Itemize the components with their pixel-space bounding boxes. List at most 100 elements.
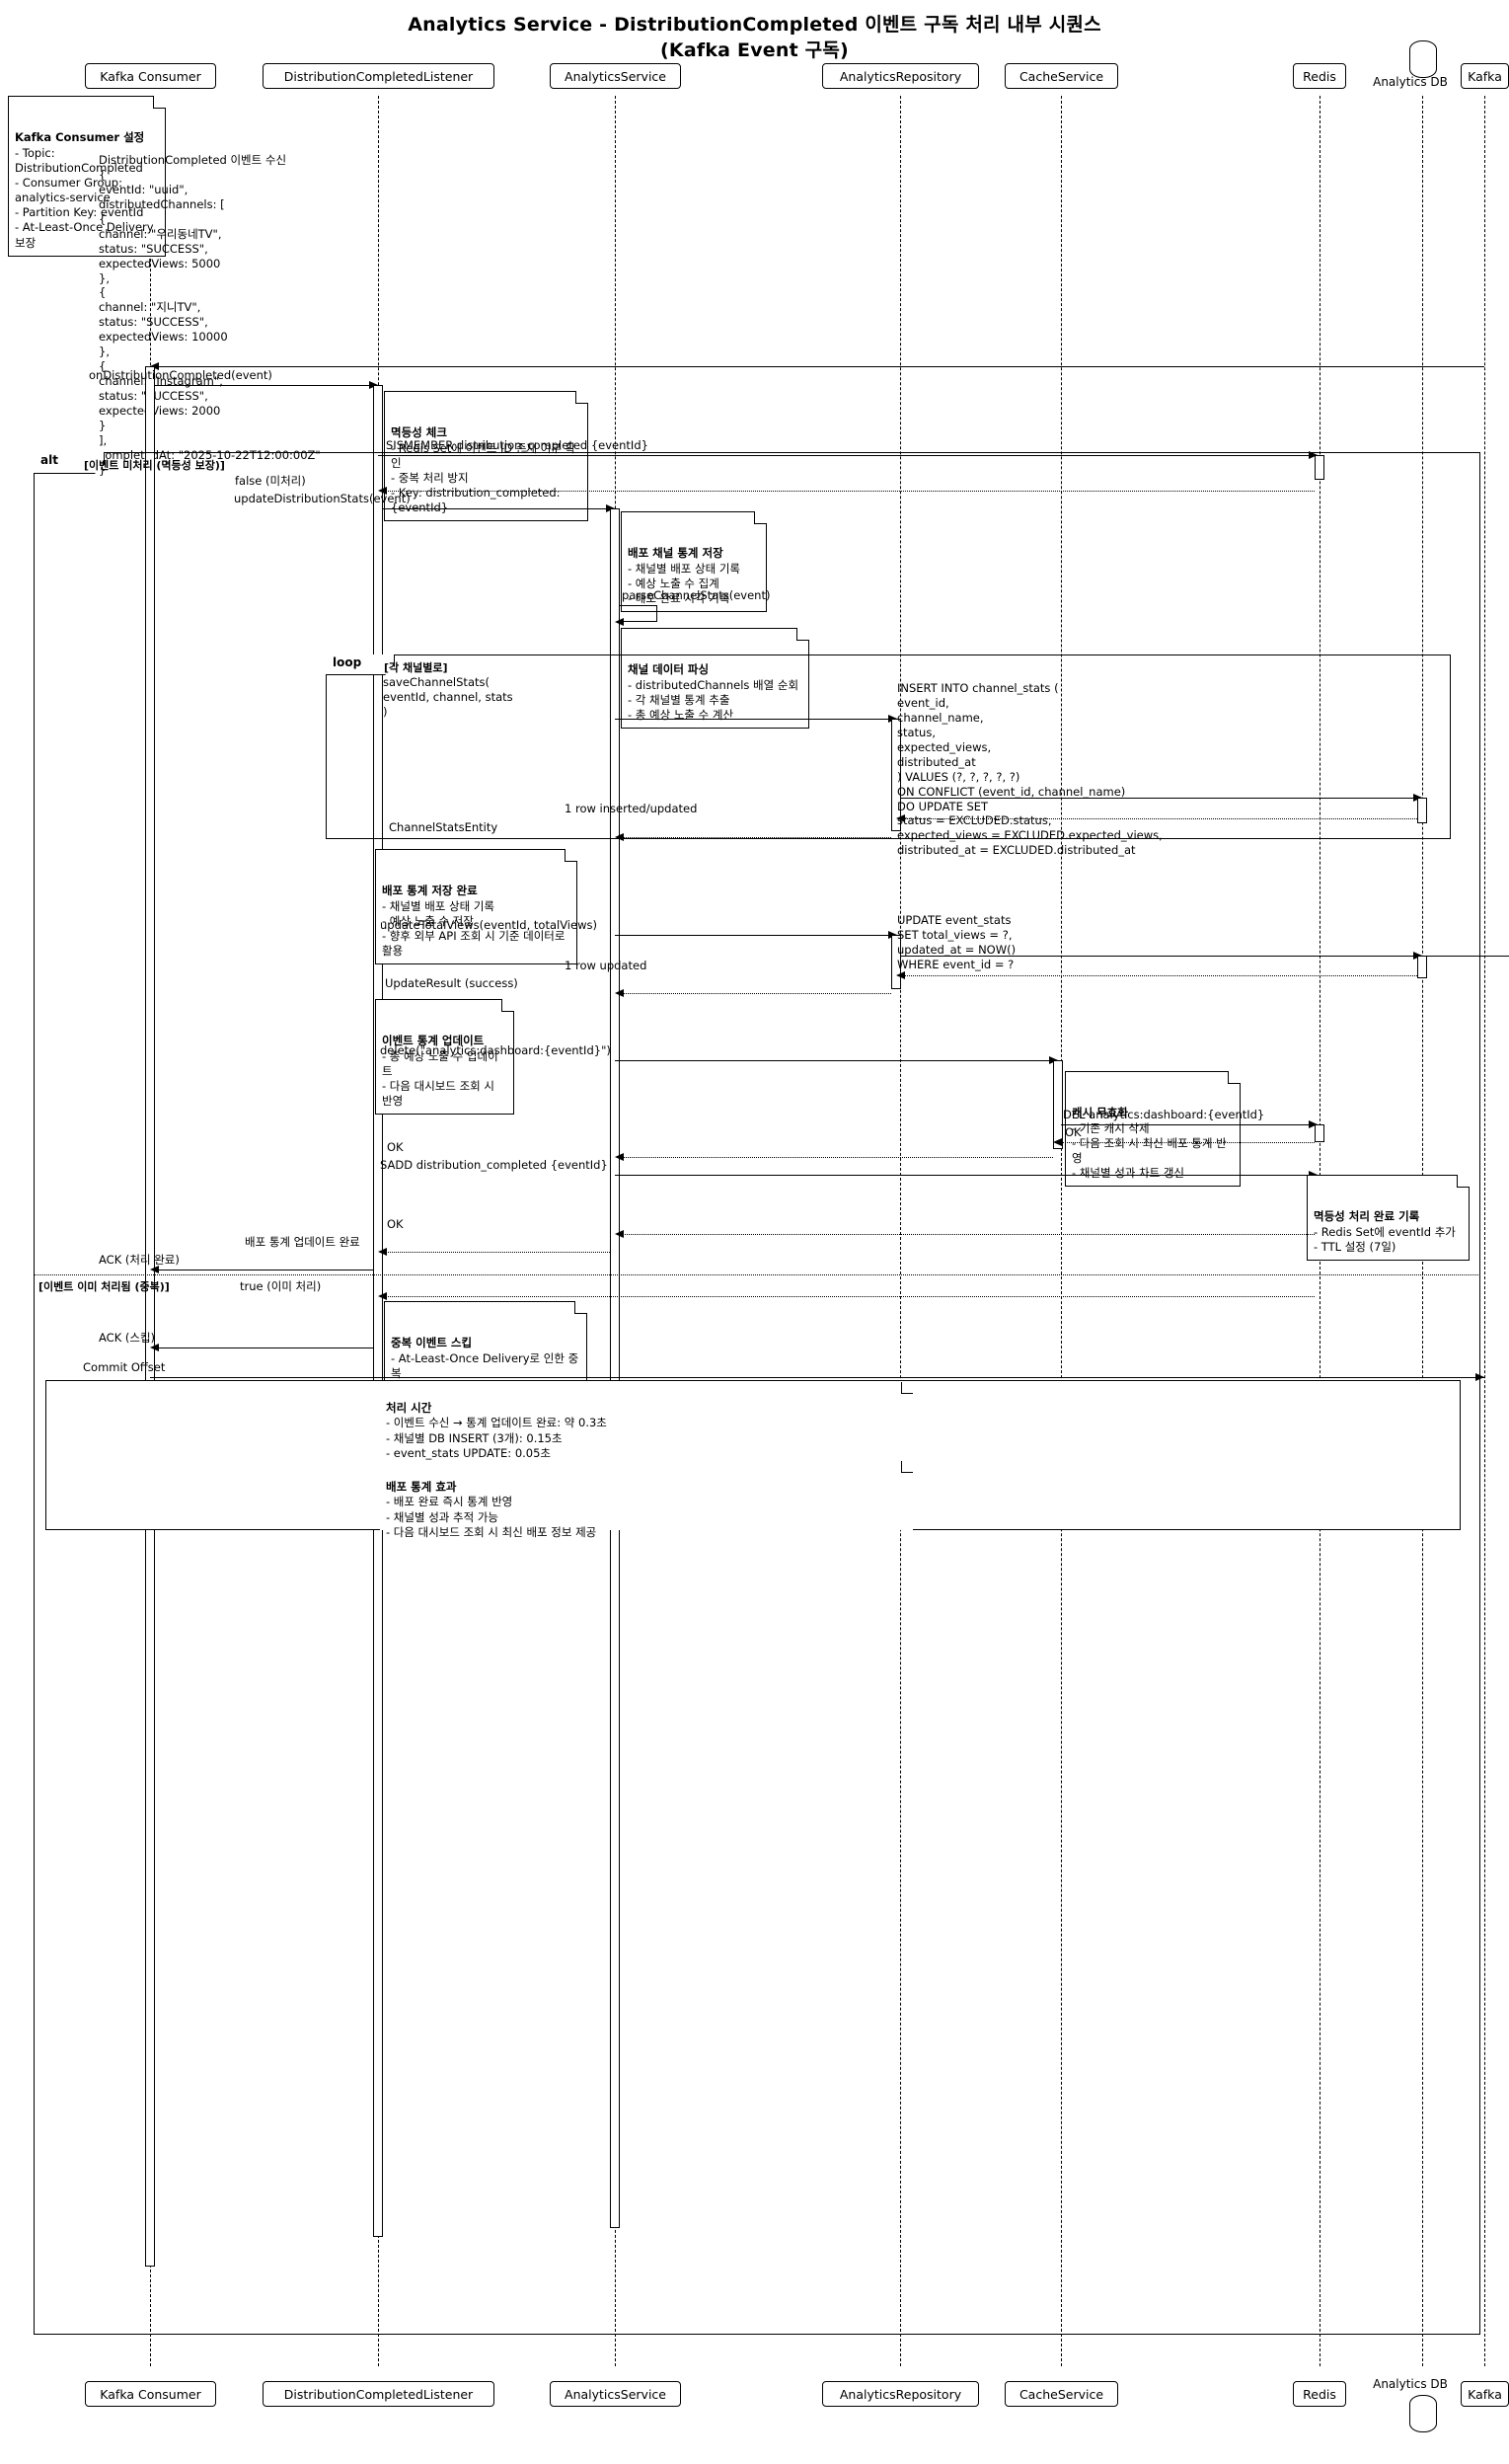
message-delete-cache-line xyxy=(615,1060,1053,1061)
participant-label: Redis xyxy=(1303,68,1336,84)
participant-analytics-db-label-bottom: Analytics DB xyxy=(1373,2377,1448,2391)
participant-analytics-db-bottom[interactable] xyxy=(1409,2395,1437,2432)
message-update-distribution-stats-arrowhead xyxy=(606,503,615,512)
message-true-already-arrowhead xyxy=(378,1291,387,1300)
message-del-redis-arrowhead xyxy=(1309,1119,1318,1128)
message-event-payload-arrowhead xyxy=(150,361,159,370)
message-event-payload-line xyxy=(150,366,1484,367)
activation-redis-sismember xyxy=(1315,455,1324,480)
message-update-result-label: UpdateResult (success) xyxy=(385,976,518,990)
message-sismember-arrowhead xyxy=(1309,450,1318,459)
note-body: - 채널별 배포 상태 기록 - 예상 노출 수 집계 - 배포 완료 시각 기… xyxy=(628,561,740,605)
message-on-distribution-completed-label: onDistributionCompleted(event) xyxy=(89,368,272,382)
message-update-sql-line xyxy=(900,956,1509,957)
message-del-redis-line xyxy=(1061,1124,1313,1125)
activation-repository-save xyxy=(891,719,901,831)
message-stats-update-complete-line xyxy=(383,1252,610,1253)
message-true-already-label: true (이미 처리) xyxy=(240,1279,322,1293)
message-ack-skip-arrowhead xyxy=(150,1343,159,1351)
message-row-updated-label: 1 row updated xyxy=(565,959,647,972)
note-title: 배포 통계 저장 완료 xyxy=(382,884,478,898)
message-row-inserted-label: 1 row inserted/updated xyxy=(565,802,698,815)
message-ok-cache-arrowhead xyxy=(615,1152,624,1161)
summary-section2-body: - 배포 완료 즉시 통계 반영 - 채널별 성과 추적 가능 - 다음 대시보… xyxy=(386,1495,597,1539)
message-channel-stats-entity-line xyxy=(620,837,891,838)
summary-note-inner-2: 배포 통계 효과 - 배포 완료 즉시 통계 반영 - 채널별 성과 추적 가능 … xyxy=(380,1461,913,1539)
note-channel-stats-done: 배포 통계 저장 완료 - 채널별 배포 상태 기록 - 예상 노출 수 저장 -… xyxy=(375,849,577,965)
note-title: Kafka Consumer 설정 xyxy=(15,130,145,145)
fragment-label-text: alt xyxy=(40,453,58,467)
participant-analyticsrepository-bottom[interactable]: AnalyticsRepository xyxy=(822,2381,979,2407)
participant-analyticsservice[interactable]: AnalyticsService xyxy=(550,63,681,89)
participant-label: AnalyticsRepository xyxy=(839,2386,962,2402)
message-channel-stats-entity-arrowhead xyxy=(615,832,624,841)
activation-db-insert xyxy=(1417,798,1427,823)
participant-analyticsrepository[interactable]: AnalyticsRepository xyxy=(822,63,979,89)
participant-redis[interactable]: Redis xyxy=(1293,63,1346,89)
activation-listener xyxy=(373,385,383,2237)
activation-redis-del xyxy=(1315,1124,1324,1142)
summary-section2-title: 배포 통계 효과 xyxy=(386,1480,457,1495)
message-event-payload-text: DistributionCompleted 이벤트 수신 { eventId: … xyxy=(99,153,321,477)
message-ok-redis-label: OK xyxy=(1065,1125,1082,1139)
participant-label: Kafka xyxy=(1468,2386,1502,2402)
message-sismember-label: SISMEMBER distribution_completed {eventI… xyxy=(386,438,648,452)
message-channel-stats-entity-label: ChannelStatsEntity xyxy=(389,820,498,834)
message-ok-sadd-line xyxy=(620,1234,1315,1235)
participant-distributioncompletedlistener[interactable]: DistributionCompletedListener xyxy=(263,63,494,89)
participant-analytics-db[interactable] xyxy=(1409,40,1437,78)
message-ok-redis-line xyxy=(1058,1142,1315,1143)
message-update-result-arrowhead xyxy=(615,988,624,997)
message-on-distribution-completed-arrowhead xyxy=(369,380,378,389)
lifeline-kafka xyxy=(1484,96,1485,2366)
message-parse-channel-stats-arrowhead xyxy=(615,617,624,626)
message-row-inserted-arrowhead xyxy=(896,813,905,822)
participant-analyticsservice-bottom[interactable]: AnalyticsService xyxy=(550,2381,681,2407)
participant-kafka-consumer-bottom[interactable]: Kafka Consumer xyxy=(85,2381,216,2407)
note-title: 멱등성 체크 xyxy=(391,425,447,440)
message-sismember-line xyxy=(378,455,1313,456)
participant-kafka-bottom[interactable]: Kafka xyxy=(1461,2381,1509,2407)
note-fold-corner-icon xyxy=(575,391,588,404)
note-fold-corner-icon xyxy=(754,511,767,524)
participant-redis-bottom[interactable]: Redis xyxy=(1293,2381,1346,2407)
message-delete-cache-arrowhead xyxy=(1049,1055,1058,1064)
participant-distributioncompletedlistener-bottom[interactable]: DistributionCompletedListener xyxy=(263,2381,494,2407)
note-idempotency-check: 멱등성 체크 - Redis Set에 이벤트 ID 존재 여부 확인 - 중복 … xyxy=(384,391,588,522)
message-row-updated-arrowhead xyxy=(896,970,905,979)
note-title: 채널 데이터 파싱 xyxy=(628,662,710,677)
participant-label: AnalyticsService xyxy=(565,2386,666,2402)
note-title: 중복 이벤트 스킵 xyxy=(391,1336,473,1350)
note-body: - 채널별 배포 상태 기록 - 예상 노출 수 저장 - 향후 외부 API … xyxy=(382,898,566,959)
message-sadd-line xyxy=(615,1175,1313,1176)
message-row-updated-line xyxy=(901,975,1417,976)
message-stats-update-complete-label: 배포 통계 업데이트 완료 xyxy=(245,1235,360,1249)
fragment-loop-label: loop xyxy=(326,654,395,675)
participant-cacheservice-bottom[interactable]: CacheService xyxy=(1005,2381,1118,2407)
message-false-unprocessed-label: false (미처리) xyxy=(235,474,306,488)
page-title-line1: Analytics Service - DistributionComplete… xyxy=(408,14,1101,36)
page-title-line2: (Kafka Event 구독) xyxy=(660,39,849,61)
message-false-unprocessed-line xyxy=(383,491,1315,492)
note-fold-corner-icon xyxy=(796,628,809,641)
participant-label: AnalyticsRepository xyxy=(839,68,962,84)
note-cache-invalidate: 캐시 무효화 - 기존 캐시 삭제 - 다음 조회 시 최신 배포 통계 반영 -… xyxy=(1065,1071,1241,1188)
participant-cacheservice[interactable]: CacheService xyxy=(1005,63,1118,89)
message-ok-cache-line xyxy=(620,1157,1053,1158)
participant-kafka[interactable]: Kafka xyxy=(1461,63,1509,89)
message-save-channel-stats-line xyxy=(615,719,892,720)
message-update-distribution-stats-label: updateDistributionStats(event) xyxy=(234,492,411,505)
message-ok-sadd-label: OK xyxy=(387,1217,404,1231)
message-sadd-label: SADD distribution_completed {eventId} xyxy=(380,1158,608,1172)
lifeline-cache xyxy=(1061,96,1062,2366)
participant-kafka-consumer[interactable]: Kafka Consumer xyxy=(85,63,216,89)
note-body: - distributedChannels 배열 순회 - 각 채널별 통계 추… xyxy=(628,677,799,722)
activation-service xyxy=(610,508,620,2228)
note-title: 이벤트 통계 업데이트 xyxy=(382,1034,485,1048)
participant-label: DistributionCompletedListener xyxy=(283,2386,474,2402)
message-parse-channel-stats-selfloop xyxy=(620,605,657,622)
note-channel-data-parse: 채널 데이터 파싱 - distributedChannels 배열 순회 - 각… xyxy=(621,628,809,730)
database-cylinder-icon xyxy=(1409,40,1437,78)
summary-section1-title: 처리 시간 xyxy=(386,1401,432,1416)
